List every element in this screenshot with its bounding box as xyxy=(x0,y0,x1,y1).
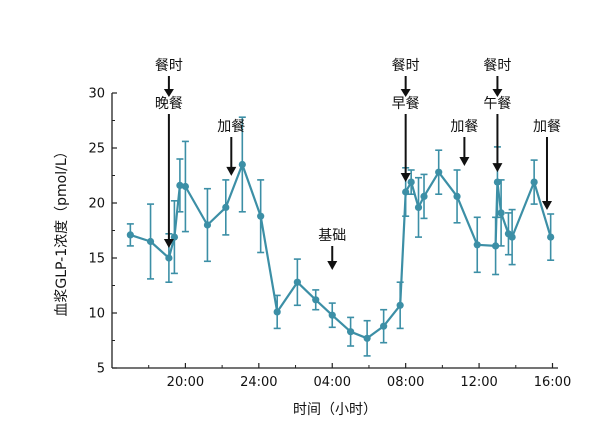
x-tick-label: 12:00 xyxy=(460,375,497,390)
data-point xyxy=(363,334,371,342)
y-tick-label: 15 xyxy=(88,252,105,267)
data-point xyxy=(402,188,410,196)
annotation-arrowhead-short xyxy=(400,89,411,97)
data-point xyxy=(222,203,230,211)
data-point xyxy=(312,296,320,304)
data-point xyxy=(176,181,184,189)
data-point xyxy=(170,233,179,241)
data-point xyxy=(293,278,301,286)
annotation-label: 早餐 xyxy=(392,96,420,112)
y-tick-label: 25 xyxy=(88,142,105,157)
annotation-label: 加餐 xyxy=(450,119,478,135)
data-point xyxy=(414,203,423,211)
annotation-arrowhead-short xyxy=(163,89,174,97)
data-point xyxy=(547,233,555,241)
data-point xyxy=(273,308,281,316)
annotation-arrowhead xyxy=(163,239,174,248)
data-point xyxy=(453,192,461,200)
data-point xyxy=(203,221,212,229)
annotation-label: 午餐 xyxy=(483,96,511,112)
marks-layer xyxy=(126,116,555,357)
data-point xyxy=(347,328,355,336)
x-tick-label: 04:00 xyxy=(314,375,351,390)
annotation-label: 加餐 xyxy=(533,119,561,135)
annotation-label: 加餐 xyxy=(217,119,245,135)
axes-layer: 5 10 15 20 25 30 20:00 24:00 04:00 08:00 12:00 16:0… xyxy=(88,87,571,391)
annotation-arrowhead xyxy=(226,166,237,176)
x-tick-label: 16:00 xyxy=(534,375,571,390)
annotation-arrowhead-short xyxy=(492,89,503,97)
x-axis-title: 时间（小时） xyxy=(293,402,377,418)
x-tick-label: 24:00 xyxy=(240,375,277,390)
data-point xyxy=(328,311,336,319)
data-point xyxy=(181,182,190,191)
y-axis-title: 血浆GLP-1浓度（pmol/L） xyxy=(54,144,70,316)
data-point xyxy=(473,241,481,249)
annotation-label: 晚餐 xyxy=(155,96,183,112)
annotation-label: 餐时 xyxy=(155,58,183,74)
data-point xyxy=(257,212,265,220)
y-tick-label: 20 xyxy=(88,197,105,212)
x-tick-label: 08:00 xyxy=(387,375,424,390)
data-point xyxy=(396,301,404,309)
annotation-label: 餐时 xyxy=(483,58,511,74)
data-point xyxy=(530,178,538,186)
data-point xyxy=(126,231,134,239)
annotation-arrowhead xyxy=(492,163,503,173)
data-point xyxy=(380,322,388,330)
annotation-label: 基础 xyxy=(318,227,346,244)
data-point xyxy=(435,168,443,176)
data-point xyxy=(508,233,516,241)
data-point xyxy=(238,160,246,169)
annotation-arrowhead xyxy=(400,173,411,182)
data-point xyxy=(491,242,500,250)
annotation-arrowhead xyxy=(541,201,552,210)
y-tick-label: 10 xyxy=(88,307,105,322)
series-line xyxy=(130,163,552,340)
data-point xyxy=(497,209,505,217)
annotation-arrowhead xyxy=(327,261,338,270)
x-tick-label: 20:00 xyxy=(167,375,204,390)
data-point xyxy=(407,178,415,186)
data-point xyxy=(146,237,155,246)
data-point xyxy=(420,192,428,200)
y-tick-label: 5 xyxy=(97,362,105,377)
data-point xyxy=(165,254,173,262)
annotation-label: 餐时 xyxy=(392,58,420,74)
annotation-arrowhead xyxy=(459,157,470,166)
y-tick-label: 30 xyxy=(88,87,105,102)
